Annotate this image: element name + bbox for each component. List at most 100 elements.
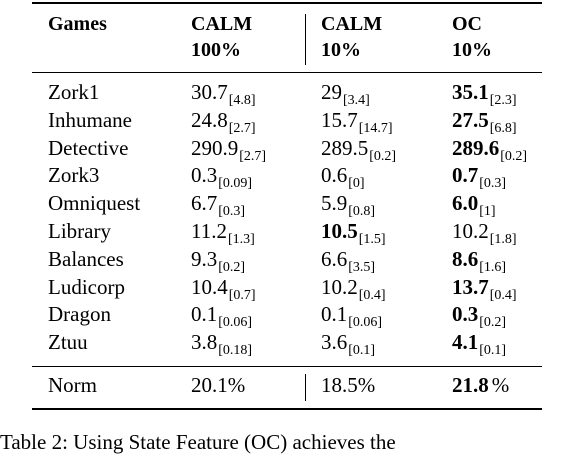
table-row-1-c1-std: [2.7] <box>228 121 256 136</box>
table-row-6-c3: 8.6[1.6] <box>452 247 506 275</box>
table-row-6-game: Balances <box>48 247 124 271</box>
table-caption: Table 2: Using State Feature (OC) achiev… <box>0 430 396 454</box>
table-row-9-c1-std: [0.18] <box>218 343 253 358</box>
table-row-4-c1-std: [0.3] <box>218 204 246 219</box>
table-row-7-c1-value: 10.4 <box>191 275 228 299</box>
table-row-6-c3-std: [1.6] <box>479 260 507 275</box>
table-row-5-c3-std: [1.8] <box>489 232 517 247</box>
table-row-7-c1-std: [0.7] <box>228 288 256 303</box>
header-col1-line2: 100% <box>191 39 241 61</box>
table-row-8-c1-std: [0.06] <box>218 315 253 330</box>
table-row-2-c3-value: 289.6 <box>452 136 500 160</box>
table-row-4-c2: 5.9[0.8] <box>321 191 375 219</box>
table-row-2-game: Detective <box>48 136 129 160</box>
table-row-0-game: Zork1 <box>48 80 100 104</box>
table-row-2-c1: 290.9[2.7] <box>191 136 266 164</box>
header-col3-line2: 10% <box>452 39 492 61</box>
table-row-1-c1: 24.8[2.7] <box>191 108 256 136</box>
table-row-4-c1: 6.7[0.3] <box>191 191 245 219</box>
table-row-6-c3-value: 8.6 <box>452 247 479 271</box>
table-row-3-c1-std: [0.09] <box>218 176 253 191</box>
table-row-8-c2-value: 0.1 <box>321 302 348 326</box>
table-row-5-c2-std: [1.5] <box>358 232 386 247</box>
table-row-5-c3-value: 10.2 <box>452 219 489 243</box>
table-row-9-c3: 4.1[0.1] <box>452 330 506 358</box>
table-row-3-c2-value: 0.6 <box>321 163 348 187</box>
table-row-1-c3: 27.5[6.8] <box>452 108 517 136</box>
table-row-7-c3-value: 13.7 <box>452 275 489 299</box>
table-row-9-c1: 3.8[0.18] <box>191 330 252 358</box>
table-row-1-c3-value: 27.5 <box>452 108 489 132</box>
table-row-9-c3-std: [0.1] <box>479 343 507 358</box>
footer-rule <box>32 366 542 368</box>
table-row-9-c2: 3.6[0.1] <box>321 330 375 358</box>
table-row-7-c1: 10.4[0.7] <box>191 275 256 303</box>
table-row-8-c3-value: 0.3 <box>452 302 479 326</box>
table-row-4-c3-std: [1] <box>479 204 496 219</box>
table-row-2-c1-value: 290.9 <box>191 136 239 160</box>
table-row-3-c3-std: [0.3] <box>479 176 507 191</box>
header-col2-line2: 10% <box>321 39 361 61</box>
table-row-5-c1: 11.2[1.3] <box>191 219 255 247</box>
table-row-3-c3-value: 0.7 <box>452 163 479 187</box>
table-row-0-c1-value: 30.7 <box>191 80 228 104</box>
table-row-5-c2: 10.5[1.5] <box>321 219 386 247</box>
table-row-9-c3-value: 4.1 <box>452 330 479 354</box>
table-row-3-c2: 0.6[0] <box>321 163 365 191</box>
table-row-7-c2: 10.2[0.4] <box>321 275 386 303</box>
table-row-2-c2-value: 289.5 <box>321 136 369 160</box>
table-row-4-c3: 6.0[1] <box>452 191 496 219</box>
table-row-1-c2-std: [14.7] <box>358 121 393 136</box>
table-row-5-c1-value: 11.2 <box>191 219 227 243</box>
table-row-3-game: Zork3 <box>48 163 100 187</box>
table-row-8-c3-std: [0.2] <box>479 315 507 330</box>
table-row-8-c2-std: [0.06] <box>348 315 383 330</box>
table-row-6-c2: 6.6[3.5] <box>321 247 375 275</box>
table-row-0-c2-std: [3.4] <box>343 93 370 108</box>
table-row-0-c3: 35.1[2.3] <box>452 80 517 108</box>
table-bottom-rule <box>32 408 542 410</box>
header-divider <box>305 14 307 65</box>
header-col2-line1: CALM <box>321 13 383 35</box>
table-row-0-c2: 29[3.4] <box>321 80 370 108</box>
table-row-1-c2: 15.7[14.7] <box>321 108 393 136</box>
header-games: Games <box>48 13 107 35</box>
table-row-2-c3-std: [0.2] <box>500 149 528 164</box>
table-row-5-c1-std: [1.3] <box>227 232 255 247</box>
table-row-7-c3: 13.7[0.4] <box>452 275 517 303</box>
table-row-3-c3: 0.7[0.3] <box>452 163 506 191</box>
header-col3-line1: OC <box>452 13 482 35</box>
footer-divider <box>305 374 307 401</box>
table-row-9-c2-std: [0.1] <box>348 343 376 358</box>
table-row-9-game: Ztuu <box>48 330 88 354</box>
table-row-4-c3-value: 6.0 <box>452 191 479 215</box>
table-row-6-c1-value: 9.3 <box>191 247 218 271</box>
table-row-0-c3-std: [2.3] <box>489 93 517 108</box>
table-row-0-c1-std: [4.8] <box>228 93 256 108</box>
table-row-3-c1: 0.3[0.09] <box>191 163 252 191</box>
table-row-6-c1-std: [0.2] <box>218 260 246 275</box>
table-row-8-game: Dragon <box>48 302 111 326</box>
footer-col3-value: 21.8 <box>452 373 489 397</box>
table-row-8-c2: 0.1[0.06] <box>321 302 382 330</box>
table-row-5-game: Library <box>48 219 111 243</box>
table-row-9-c1-value: 3.8 <box>191 330 218 354</box>
table-row-4-game: Omniquest <box>48 191 141 215</box>
table-row-2-c3: 289.6[0.2] <box>452 136 527 164</box>
table-row-1-game: Inhumane <box>48 108 132 132</box>
footer-col1: 20.1% <box>191 373 246 397</box>
table-row-0-c1: 30.7[4.8] <box>191 80 256 108</box>
table-row-4-c1-value: 6.7 <box>191 191 218 215</box>
footer-col3: 21.8% <box>452 373 509 397</box>
table-row-3-c2-std: [0] <box>348 176 365 191</box>
table-row-0-c2-value: 29 <box>321 80 342 104</box>
footer-col2: 18.5% <box>321 373 376 397</box>
table-row-2-c1-std: [2.7] <box>239 149 267 164</box>
table-row-6-c2-value: 6.6 <box>321 247 348 271</box>
table-row-5-c2-value: 10.5 <box>321 219 358 243</box>
footer-col3-pct: % <box>491 373 510 397</box>
table-row-9-c2-value: 3.6 <box>321 330 348 354</box>
table-row-0-c3-value: 35.1 <box>452 80 489 104</box>
table-row-7-c2-std: [0.4] <box>358 288 386 303</box>
header-rule <box>32 72 542 74</box>
